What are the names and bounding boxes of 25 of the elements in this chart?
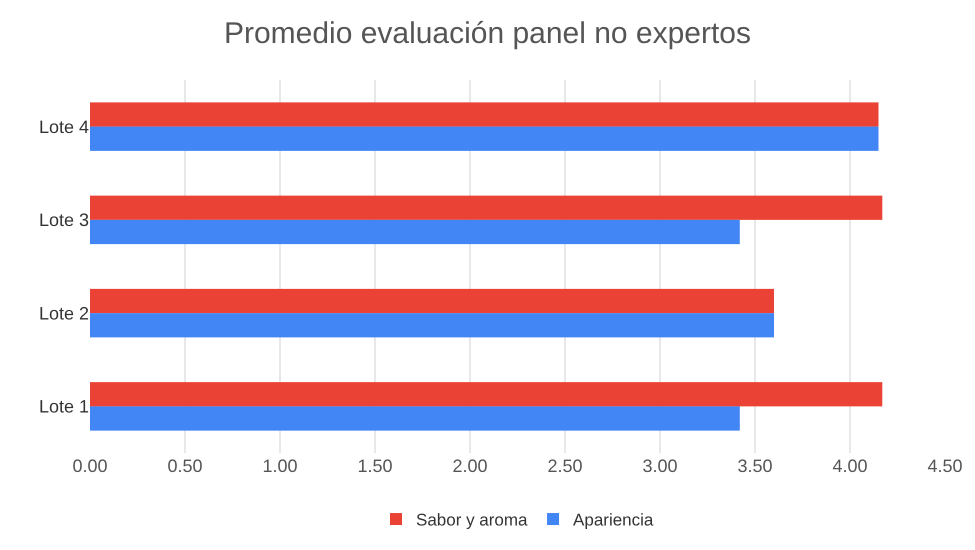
bar bbox=[90, 313, 774, 338]
bar bbox=[90, 406, 740, 431]
x-tick-label: 2.00 bbox=[452, 456, 488, 476]
bar bbox=[90, 102, 878, 127]
x-tick-label: 4.00 bbox=[832, 456, 868, 476]
bar bbox=[90, 382, 882, 406]
y-tick-label: Lote 3 bbox=[38, 210, 89, 230]
x-tick-label: 3.00 bbox=[642, 456, 678, 476]
bar bbox=[90, 288, 774, 314]
x-tick-label: 1.00 bbox=[262, 456, 298, 476]
bar bbox=[90, 220, 740, 244]
x-tick-label: 0.50 bbox=[167, 456, 203, 476]
bar bbox=[90, 196, 882, 220]
x-tick-label: 1.50 bbox=[357, 456, 393, 476]
x-tick-label: 0.00 bbox=[72, 456, 108, 476]
bar bbox=[90, 126, 878, 151]
legend-label: Sabor y aroma bbox=[416, 510, 528, 530]
y-tick-label: Lote 1 bbox=[38, 396, 89, 417]
y-tick-label: Lote 4 bbox=[38, 116, 89, 137]
x-tick-label: 4.50 bbox=[927, 456, 963, 476]
x-tick-label: 2.50 bbox=[547, 456, 583, 476]
chart-title: Promedio evaluación panel no expertos bbox=[224, 17, 752, 50]
y-tick-label: Lote 2 bbox=[38, 303, 89, 324]
legend-label: Apariencia bbox=[573, 510, 654, 530]
x-tick-label: 3.50 bbox=[737, 456, 773, 476]
